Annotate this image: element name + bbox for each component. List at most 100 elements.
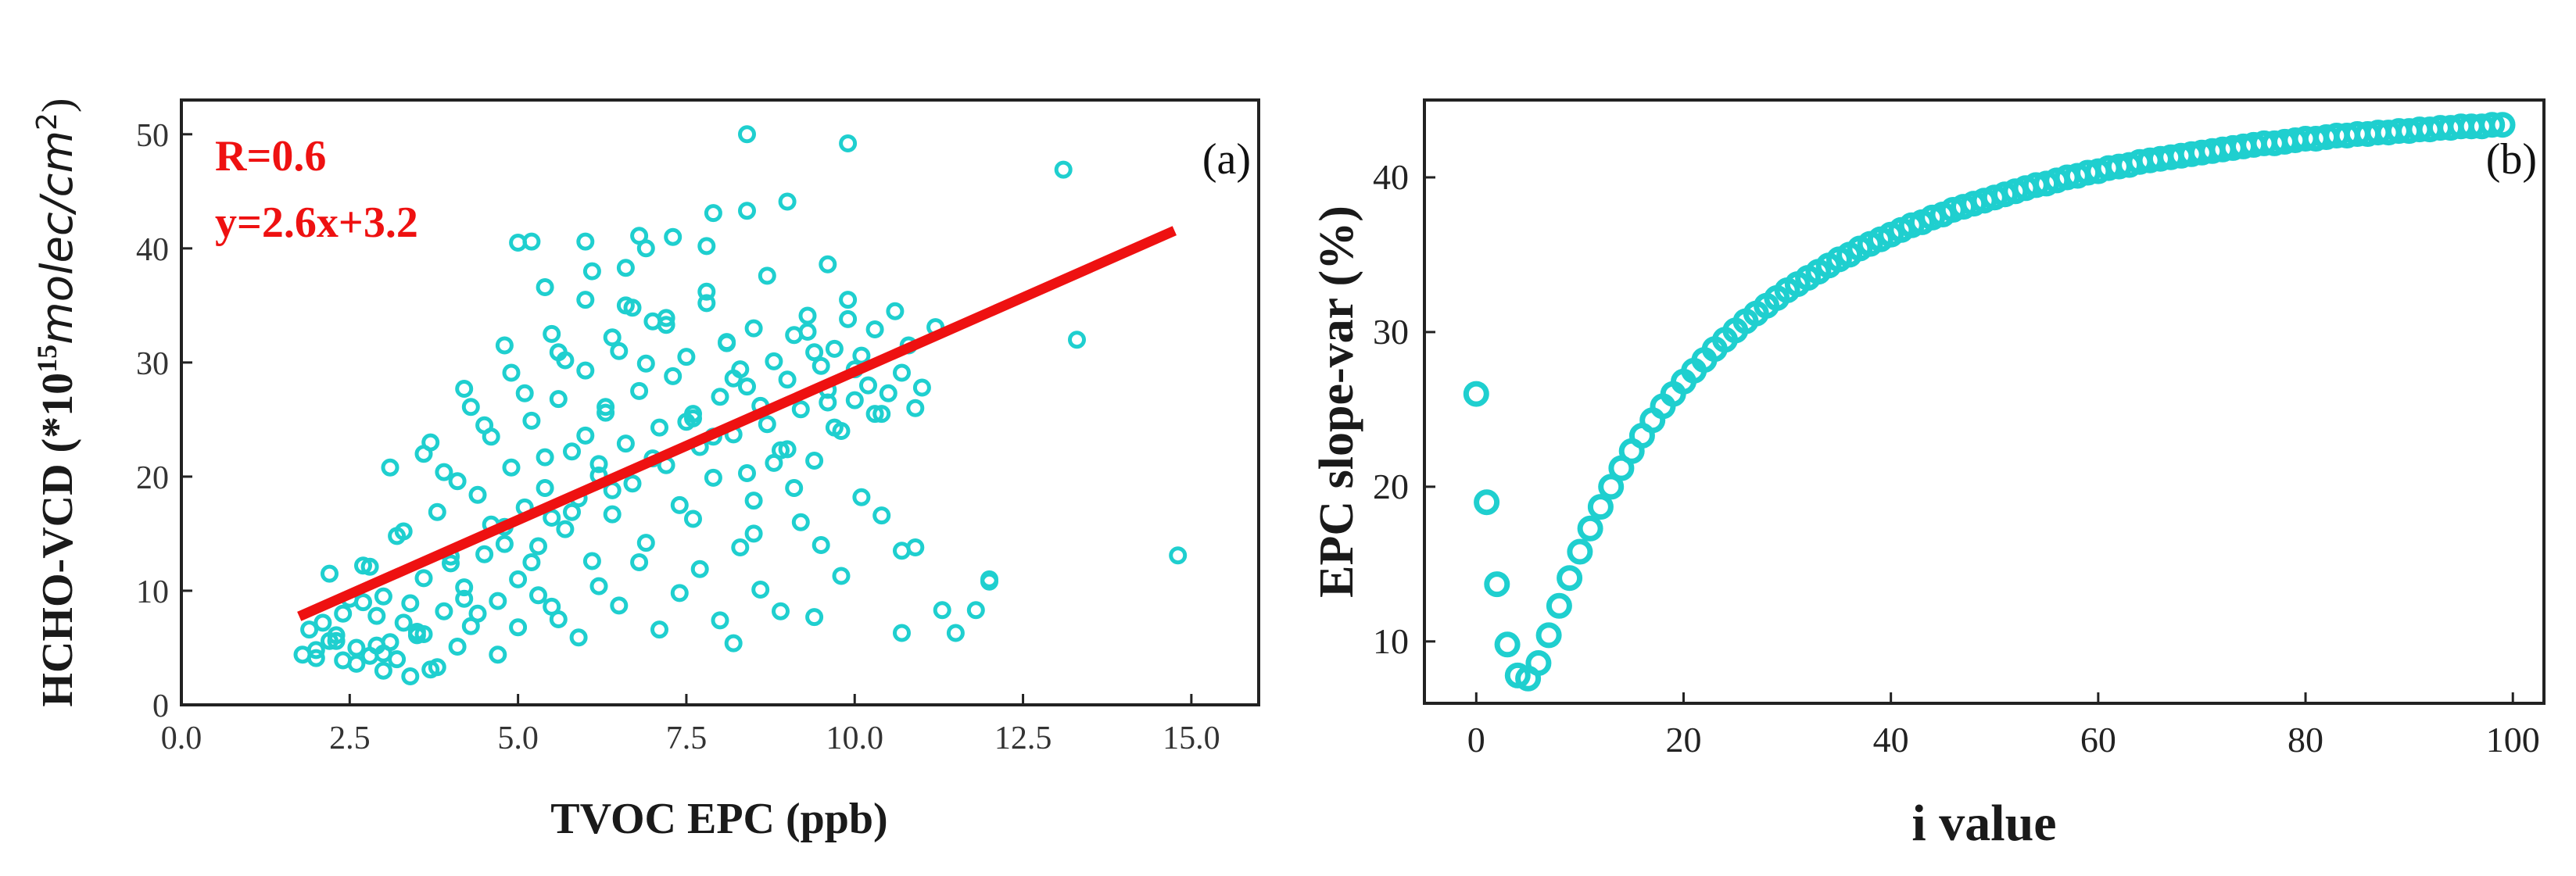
data-point: [414, 445, 433, 463]
data-point: [670, 584, 689, 602]
data-point: [475, 416, 494, 434]
data-point: [650, 418, 668, 437]
data-point: [677, 348, 696, 366]
x-tick-label: 5.0: [497, 720, 539, 756]
data-point: [306, 649, 325, 667]
data-point: [839, 309, 858, 328]
data-point: [2479, 112, 2506, 138]
data-point: [879, 384, 897, 402]
data-point: [805, 608, 824, 627]
panel-a-points: [293, 125, 1188, 685]
data-point: [1169, 546, 1188, 565]
data-point: [435, 463, 453, 481]
data-point: [636, 239, 655, 258]
data-point: [536, 448, 554, 467]
x-tick-label: 20: [1665, 720, 1701, 760]
data-point: [731, 538, 750, 556]
data-point: [321, 564, 339, 583]
data-point: [597, 398, 615, 417]
data-point: [509, 618, 528, 637]
data-point: [718, 334, 736, 352]
data-point: [630, 553, 649, 571]
data-point: [819, 255, 837, 274]
panel-a-y-axis-title: HCHO-VCD (*1015molec/cm2): [31, 98, 83, 706]
data-point: [610, 341, 629, 360]
data-point: [509, 234, 528, 252]
data-point: [381, 458, 399, 477]
data-point: [576, 232, 595, 251]
data-point: [778, 192, 797, 211]
data-point: [401, 667, 420, 685]
data-point: [589, 577, 608, 595]
data-point: [1577, 515, 1603, 542]
data-point: [569, 628, 588, 647]
data-point: [394, 613, 413, 632]
data-point: [1474, 489, 1500, 516]
data-point: [1494, 631, 1521, 658]
data-point: [738, 202, 756, 220]
data-point: [697, 237, 716, 256]
data-point: [765, 453, 783, 472]
data-point: [805, 452, 824, 470]
data-point: [448, 638, 467, 656]
data-point: [886, 302, 905, 320]
data-point: [502, 458, 521, 477]
data-point: [543, 324, 561, 343]
panel-a-frame: [180, 98, 1260, 706]
data-point: [563, 442, 581, 461]
data-point: [933, 601, 951, 620]
data-point: [347, 638, 366, 657]
y-tick-label: 0: [152, 688, 169, 724]
y-title-unit: molec/cm: [32, 131, 83, 345]
data-point: [650, 620, 668, 639]
data-point: [845, 391, 864, 409]
data-point: [1068, 331, 1086, 349]
y-tick-label: 10: [1373, 621, 1409, 661]
panel-b-label: (b): [2486, 135, 2537, 184]
data-point: [798, 306, 817, 325]
data-point: [711, 611, 729, 630]
data-point: [832, 567, 851, 585]
data-point: [664, 227, 683, 246]
panel-a-fit-line: [297, 226, 1177, 621]
data-point: [697, 282, 716, 301]
data-point: [603, 505, 622, 524]
x-tick-label: 0: [1467, 720, 1485, 760]
data-point: [603, 328, 622, 347]
data-point: [354, 593, 372, 612]
y-title-exp: 15: [31, 345, 63, 373]
data-point: [489, 645, 507, 664]
data-point: [865, 405, 884, 424]
x-tick-label: 7.5: [666, 720, 708, 756]
data-point: [360, 557, 379, 576]
data-point: [374, 644, 392, 663]
panel-a: 0.0 2.5 5.0 7.5 10.0 12.5 15.0 0 10 20 30 40 50 R=0…: [31, 98, 1260, 843]
panel-a-x-ticks: 0.0 2.5 5.0 7.5 10.0 12.5 15.0: [161, 694, 1220, 756]
data-point: [697, 294, 716, 313]
x-tick-label: 2.5: [329, 720, 371, 756]
data-point: [374, 661, 392, 680]
panel-b-y-ticks: 10 20 30 40: [1373, 157, 1435, 661]
data-point: [401, 594, 420, 613]
data-point: [414, 625, 433, 643]
data-point: [461, 398, 480, 417]
data-point: [711, 388, 729, 406]
data-point: [495, 535, 514, 553]
data-point: [859, 376, 877, 395]
data-point: [616, 259, 635, 277]
data-point: [549, 343, 568, 362]
y-title-close: ): [34, 98, 82, 113]
data-point: [785, 479, 804, 497]
panel-b-x-axis-title: i value: [1911, 795, 2056, 852]
data-point: [582, 262, 601, 281]
y-tick-label: 50: [136, 118, 169, 154]
data-point: [657, 309, 675, 327]
data-point: [522, 553, 541, 571]
data-point: [778, 370, 797, 389]
data-point: [704, 468, 722, 487]
data-point: [893, 363, 911, 382]
data-point: [805, 343, 824, 362]
data-point: [455, 380, 474, 398]
data-point: [597, 403, 615, 422]
